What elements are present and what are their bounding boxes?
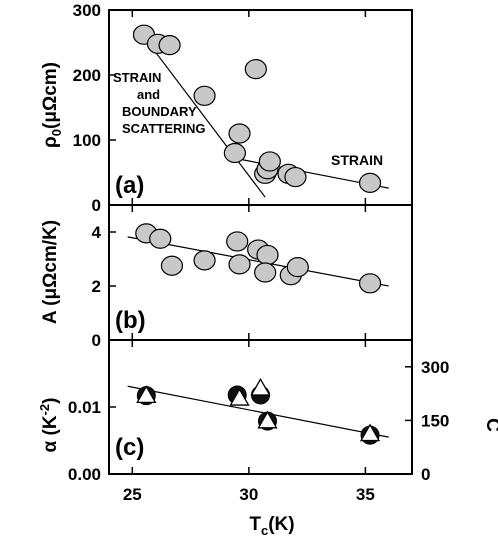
- panel-a-fit-line: [136, 27, 266, 198]
- panel-c-y2label: C: [482, 418, 498, 432]
- panel-a-data-point: [358, 172, 382, 193]
- panel-a-ylabel: ρ0(μΩcm): [40, 62, 64, 148]
- panel-b-data-point: [228, 254, 251, 275]
- x-tick-label: 30: [239, 485, 258, 504]
- panel-a-label: (a): [115, 172, 144, 199]
- panel-b-data-point: [254, 262, 277, 283]
- annotation-strain: STRAIN: [331, 152, 383, 168]
- panel-c-fit-line: [127, 385, 389, 438]
- annotation-scattering: SCATTERING: [122, 121, 206, 136]
- panel-a-ytick-label: 100: [73, 131, 101, 150]
- panel-c-ylabel: α (K-2): [37, 398, 61, 453]
- panel-a-data-point: [158, 34, 181, 56]
- panel-c-y2tick-label: 0: [421, 465, 430, 484]
- panel-a-ytick-label: 300: [73, 1, 101, 20]
- panel-a-data-point: [223, 142, 246, 164]
- panel-c-triangle-point: [257, 410, 278, 429]
- panel-c-triangle-point: [359, 423, 381, 442]
- annotation-boundary: BOUNDARY: [122, 104, 197, 119]
- panel-c-triangle-point: [229, 387, 250, 406]
- panel-b-ylabel: A (μΩcm/K): [40, 220, 61, 324]
- panel-b-data-point: [193, 250, 216, 271]
- panel-a-data-point: [284, 166, 307, 188]
- panel-c-ytick-label: 0.01: [68, 398, 101, 417]
- panel-b-data-point: [256, 244, 279, 266]
- panel-b-ytick-label: 2: [92, 277, 101, 296]
- x-tick-label: 35: [356, 485, 375, 504]
- panel-a-data-point: [193, 85, 216, 106]
- panel-b-data-point: [149, 228, 172, 249]
- panel-b-ytick-label: 0: [92, 331, 101, 350]
- panel-c-label: (c): [115, 434, 144, 461]
- panel-c-frame: [108, 339, 413, 475]
- panel-c-triangle-point: [136, 385, 157, 404]
- panel-b-fit-line: [127, 236, 389, 287]
- panel-a-ytick-label: 0: [92, 196, 101, 215]
- panel-b-ytick-label: 4: [92, 223, 102, 242]
- annotation-strain-and-boundary: STRAIN: [113, 70, 161, 85]
- panel-b-data-point: [358, 273, 382, 294]
- panel-b-data-point: [226, 231, 249, 252]
- panel-c-y2tick-label: 300: [421, 358, 449, 377]
- panel-b-data-point: [160, 255, 184, 276]
- x-tick-label: 25: [123, 485, 142, 504]
- annotation-and: and: [137, 87, 160, 102]
- panel-c-triangle-point: [250, 377, 271, 396]
- panel-b-label: (b): [115, 307, 146, 334]
- panel-c-ytick-label: 0.00: [68, 465, 101, 484]
- x-axis-label: Tc(K): [249, 514, 294, 538]
- panel-b-data-point: [286, 257, 309, 278]
- panel-a-data-point: [258, 151, 281, 172]
- panel-a-data-point: [228, 123, 251, 144]
- panel-a-ytick-label: 200: [73, 66, 101, 85]
- panel-a-data-point: [244, 59, 267, 80]
- panel-c-y2tick-label: 150: [421, 411, 449, 430]
